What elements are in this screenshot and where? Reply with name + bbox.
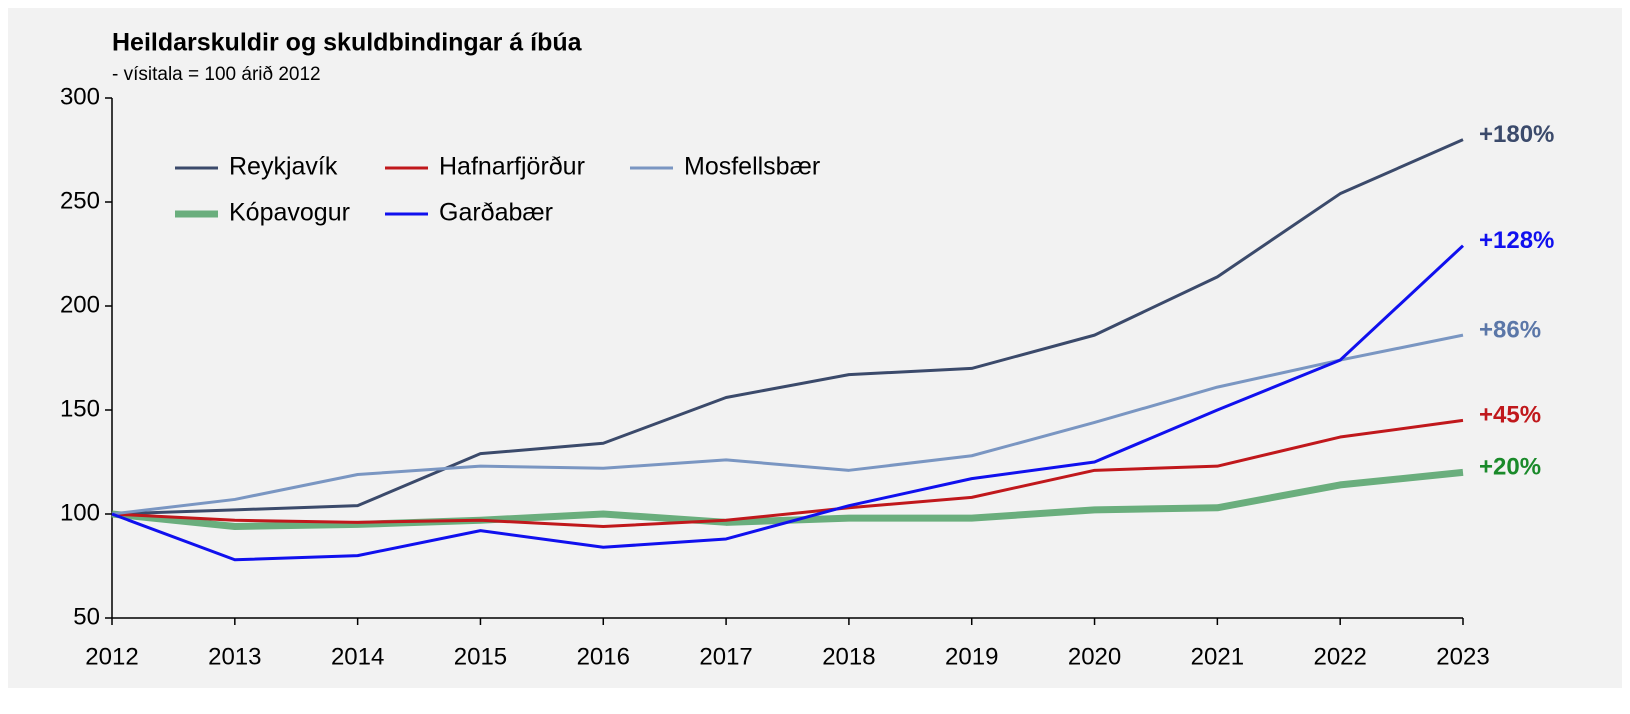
- legend-label: Reykjavík: [229, 153, 338, 181]
- x-tick-label: 2023: [1436, 643, 1489, 670]
- end-label: +86%: [1479, 316, 1541, 343]
- series-line: [111, 333, 1464, 516]
- legend-label: Garðabær: [439, 199, 553, 227]
- chart-subtitle: - vísitala = 100 árið 2012: [112, 64, 321, 85]
- y-tick-label: 50: [73, 603, 100, 630]
- x-tick-label: 2021: [1191, 643, 1244, 670]
- x-tick-label: 2014: [331, 643, 384, 670]
- end-label: +20%: [1479, 454, 1541, 481]
- x-tick-label: 2015: [454, 643, 507, 670]
- x-tick-label: 2016: [577, 643, 630, 670]
- y-tick-label: 300: [60, 83, 100, 110]
- x-tick-label: 2022: [1313, 643, 1366, 670]
- x-tick-label: 2020: [1068, 643, 1121, 670]
- y-tick-label: 150: [60, 395, 100, 422]
- chart-title: Heildarskuldir og skuldbindingar á íbúa: [112, 29, 583, 57]
- y-tick-label: 100: [60, 499, 100, 526]
- end-label: +128%: [1479, 227, 1554, 254]
- end-label: +180%: [1479, 121, 1554, 148]
- x-tick-label: 2019: [945, 643, 998, 670]
- legend-label: Hafnarfjörður: [439, 153, 585, 181]
- legend-label: Mosfellsbær: [684, 153, 820, 181]
- series-line: [111, 468, 1464, 530]
- end-label: +45%: [1479, 402, 1541, 429]
- x-tick-label: 2018: [822, 643, 875, 670]
- x-tick-label: 2013: [208, 643, 261, 670]
- x-tick-label: 2012: [85, 643, 138, 670]
- series-line: [111, 244, 1465, 562]
- series-line: [111, 138, 1464, 516]
- y-tick-label: 200: [60, 291, 100, 318]
- legend-label: Kópavogur: [229, 199, 350, 227]
- x-tick-label: 2017: [699, 643, 752, 670]
- y-tick-label: 250: [60, 187, 100, 214]
- chart-background: [8, 8, 1622, 688]
- series-line: [111, 418, 1464, 528]
